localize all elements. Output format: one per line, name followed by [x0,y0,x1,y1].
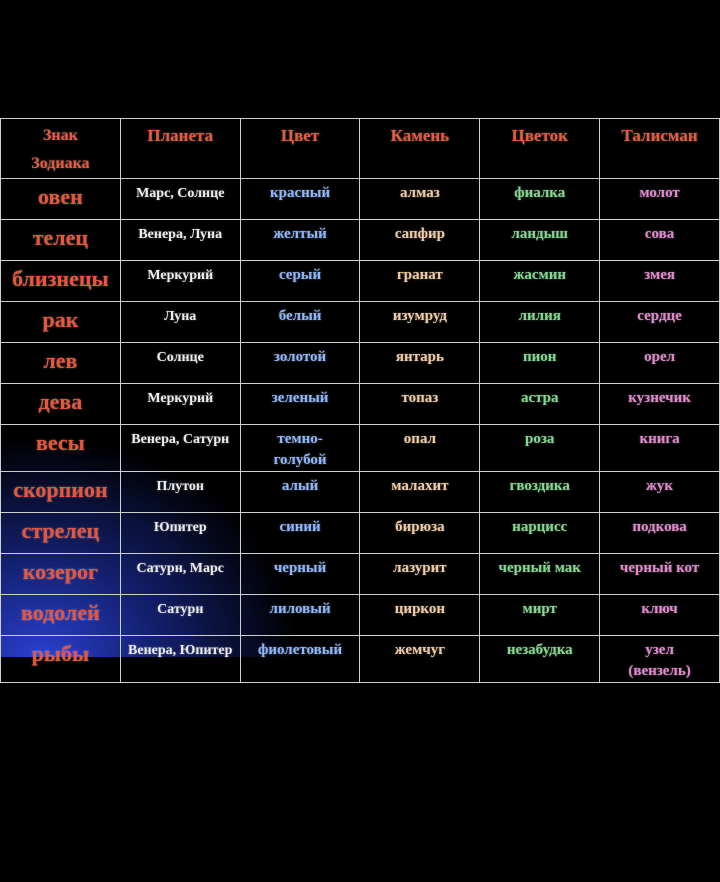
table-cell: узел (вензель) [599,635,720,683]
table-cell: рыбы [0,635,121,683]
header-cell: Планета [119,118,241,179]
table-cell: Марс, Солнце [119,178,241,220]
table-cell: жасмин [479,260,601,302]
table-cell: книга [599,424,720,472]
table-cell: Венера, Сатурн [119,424,241,472]
table-cell: рак [0,301,121,343]
table-cell: Луна [119,301,241,343]
table-cell: незабудка [479,635,601,683]
table-cell: ключ [599,594,720,636]
table-cell: близнецы [0,260,121,302]
table-cell: пион [479,342,601,384]
table-panel: Знак Зодиака Планета Цвет Камень Цветок Талис… [0,118,720,683]
table-row: рыбы Венера, Юпитер фиолетовый жемчуг незабу… [0,635,720,683]
table-cell: бирюза [359,512,481,554]
table-cell: стрелец [0,512,121,554]
table-cell: козерог [0,553,121,595]
table-cell: сердце [599,301,720,343]
table-cell: фиолетовый [239,635,361,683]
table-cell: черный [239,553,361,595]
table-row: скорпион Плутон алый малахит гвоздика жук [0,471,720,513]
table-row: весы Венера, Сатурн темно- голубой опал роза… [0,424,720,472]
table-cell: янтарь [359,342,481,384]
table-cell: гвоздика [479,471,601,513]
table-cell: лев [0,342,121,384]
table-cell: белый [239,301,361,343]
header-cell: Знак Зодиака [0,118,121,179]
table-cell: весы [0,424,121,472]
table-cell: роза [479,424,601,472]
table-cell: лиловый [239,594,361,636]
table-row: овен Марс, Солнце красный алмаз фиалка молот [0,178,720,220]
table-cell: темно- голубой [239,424,361,472]
header-row: Знак Зодиака Планета Цвет Камень Цветок Талис… [0,118,720,179]
table-cell: алмаз [359,178,481,220]
table-row: водолей Сатурн лиловый циркон мирт ключ [0,594,720,636]
table-cell: топаз [359,383,481,425]
header-cell: Цвет [239,118,361,179]
table-cell: гранат [359,260,481,302]
table-row: стрелец Юпитер синий бирюза нарцисс подкова [0,512,720,554]
header-cell: Талисман [599,118,720,179]
table-cell: Солнце [119,342,241,384]
table-cell: лилия [479,301,601,343]
table-cell: жемчуг [359,635,481,683]
table-row: рак Луна белый изумруд лилия сердце [0,301,720,343]
table-row: дева Меркурий зеленый топаз астра кузнечик [0,383,720,425]
table-cell: Венера, Юпитер [119,635,241,683]
table-cell: водолей [0,594,121,636]
table-cell: астра [479,383,601,425]
table-cell: Юпитер [119,512,241,554]
table-cell: змея [599,260,720,302]
table-cell: Плутон [119,471,241,513]
table-cell: лазурит [359,553,481,595]
table-row: лев Солнце золотой янтарь пион орел [0,342,720,384]
table-cell: молот [599,178,720,220]
table-cell: овен [0,178,121,220]
table-cell: желтый [239,219,361,261]
table-cell: зеленый [239,383,361,425]
table-cell: золотой [239,342,361,384]
table-cell: кузнечик [599,383,720,425]
zodiac-table: Знак Зодиака Планета Цвет Камень Цветок Талис… [0,118,720,683]
table-cell: сова [599,219,720,261]
table-cell: Венера, Луна [119,219,241,261]
table-cell: серый [239,260,361,302]
table-cell: Сатурн [119,594,241,636]
table-cell: Сатурн, Марс [119,553,241,595]
table-cell: скорпион [0,471,121,513]
table-cell: жук [599,471,720,513]
table-cell: малахит [359,471,481,513]
table-cell: фиалка [479,178,601,220]
table-cell: циркон [359,594,481,636]
table-cell: опал [359,424,481,472]
table-cell: изумруд [359,301,481,343]
table-row: близнецы Меркурий серый гранат жасмин змея [0,260,720,302]
table-cell: алый [239,471,361,513]
table-cell: дева [0,383,121,425]
header-cell: Цветок [479,118,601,179]
table-row: козерог Сатурн, Марс черный лазурит черный м… [0,553,720,595]
table-cell: красный [239,178,361,220]
table-cell: телец [0,219,121,261]
table-cell: сапфир [359,219,481,261]
table-cell: черный кот [599,553,720,595]
table-cell: подкова [599,512,720,554]
table-cell: синий [239,512,361,554]
table-cell: Меркурий [119,383,241,425]
header-cell: Камень [359,118,481,179]
table-cell: Меркурий [119,260,241,302]
table-cell: нарцисс [479,512,601,554]
table-cell: ландыш [479,219,601,261]
table-cell: черный мак [479,553,601,595]
table-row: телец Венера, Луна желтый сапфир ландыш сова [0,219,720,261]
table-cell: орел [599,342,720,384]
table-cell: мирт [479,594,601,636]
